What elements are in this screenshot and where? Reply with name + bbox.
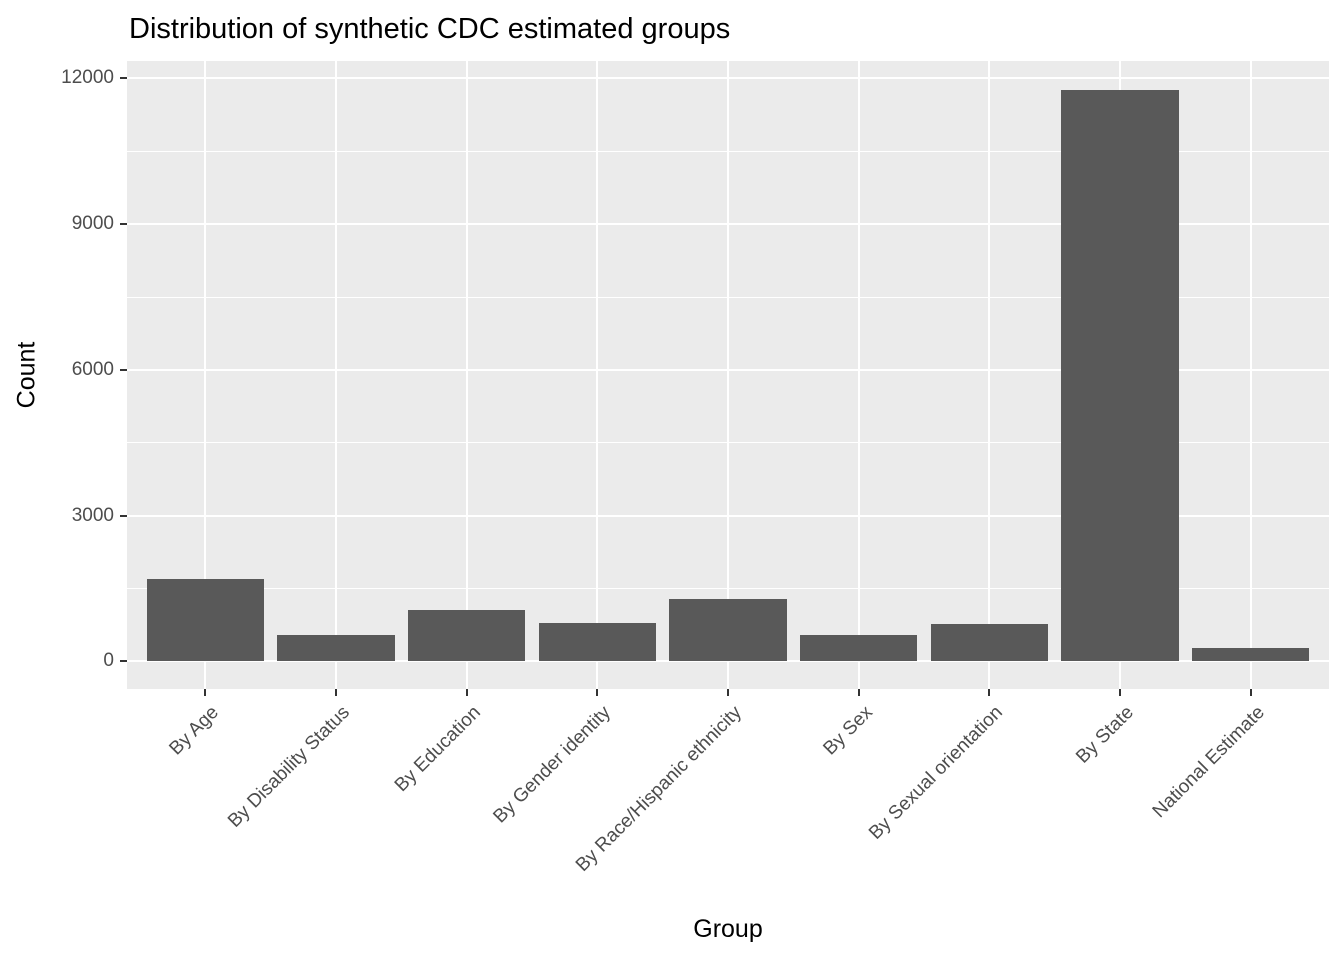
y-tick-label: 9000 bbox=[71, 213, 114, 235]
bar-by-race-hispanic-ethnicity bbox=[669, 598, 787, 662]
y-tick-mark bbox=[120, 77, 127, 80]
y-tick-label: 3000 bbox=[71, 504, 114, 526]
y-tick-label: 0 bbox=[103, 650, 114, 672]
y-tick-mark bbox=[120, 223, 127, 226]
x-tick-label: By Age bbox=[165, 702, 224, 760]
x-axis-title: Group bbox=[693, 915, 763, 943]
bar-by-sex bbox=[799, 634, 918, 662]
gridline-major-v bbox=[727, 61, 729, 689]
bar-by-age bbox=[146, 578, 265, 662]
gridline-major-v bbox=[204, 61, 207, 689]
gridline-major-v bbox=[988, 61, 991, 689]
y-tick-mark bbox=[120, 514, 127, 517]
gridline-major-v bbox=[335, 61, 338, 689]
plot-panel bbox=[127, 61, 1329, 689]
x-tick-mark bbox=[988, 689, 991, 696]
x-tick-mark bbox=[857, 689, 860, 696]
x-tick-mark bbox=[465, 689, 468, 696]
bar-by-gender-identity bbox=[538, 622, 657, 662]
x-tick-label: By Disability Status bbox=[224, 702, 354, 832]
x-tick-label: By Education bbox=[390, 702, 485, 797]
x-tick-label: By Sexual orientation bbox=[865, 702, 1008, 844]
bar-by-state bbox=[1061, 90, 1179, 662]
y-tick-mark bbox=[120, 660, 127, 663]
y-tick-mark bbox=[120, 368, 127, 371]
y-tick-label: 12000 bbox=[61, 67, 114, 89]
x-tick-label: By Race/Hispanic ethnicity bbox=[571, 702, 746, 876]
x-tick-mark bbox=[727, 689, 729, 696]
x-tick-mark bbox=[1118, 689, 1121, 696]
gridline-major-v bbox=[596, 61, 599, 689]
gridline-major-v bbox=[857, 61, 860, 689]
x-tick-mark bbox=[1249, 689, 1252, 696]
x-tick-label: National Estimate bbox=[1148, 702, 1269, 823]
x-tick-label: By State bbox=[1072, 702, 1138, 768]
x-tick-mark bbox=[596, 689, 599, 696]
bar-by-disability-status bbox=[277, 634, 395, 662]
x-tick-label: By Gender identity bbox=[489, 702, 616, 828]
x-tick-mark bbox=[335, 689, 338, 696]
bar-by-education bbox=[407, 609, 526, 662]
x-tick-mark bbox=[204, 689, 207, 696]
x-tick-label: By Sex bbox=[819, 702, 877, 760]
bar-by-sexual-orientation bbox=[930, 623, 1049, 662]
bar-national-estimate bbox=[1191, 647, 1310, 662]
gridline-major-v bbox=[465, 61, 468, 689]
gridline-major-v bbox=[1249, 61, 1252, 689]
y-tick-label: 6000 bbox=[71, 358, 114, 380]
chart-title: Distribution of synthetic CDC estimated … bbox=[129, 13, 731, 45]
